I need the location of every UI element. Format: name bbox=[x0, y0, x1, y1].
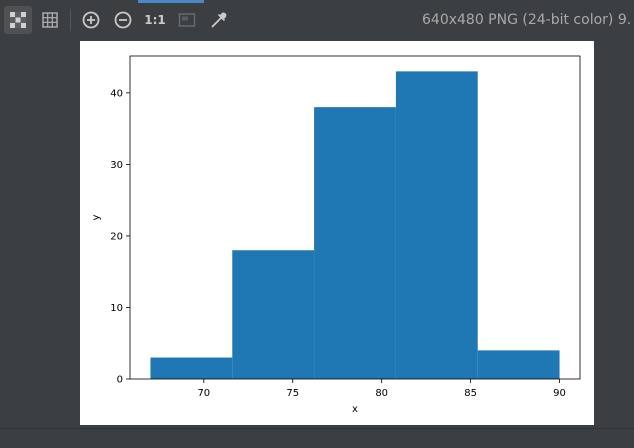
x-tick-label-90: 90 bbox=[553, 388, 566, 399]
zoom-out-button[interactable] bbox=[109, 6, 137, 34]
zoom-out-icon bbox=[114, 11, 132, 29]
image-canvas[interactable]: 70 75 80 85 90 0 10 20 30 40 x y bbox=[80, 41, 594, 425]
histogram-chart: 70 75 80 85 90 0 10 20 30 40 x y bbox=[91, 55, 581, 415]
color-picker-button[interactable] bbox=[205, 6, 233, 34]
zoom-in-icon bbox=[82, 11, 100, 29]
grid-icon bbox=[42, 12, 58, 28]
x-axis-label: x bbox=[352, 404, 358, 415]
status-bar bbox=[0, 428, 634, 448]
y-tick-label-20: 20 bbox=[110, 231, 123, 242]
histogram-bar-1 bbox=[232, 250, 315, 379]
checkerboard-toggle-button[interactable] bbox=[4, 6, 32, 34]
y-tick-label-30: 30 bbox=[110, 160, 123, 171]
actual-size-icon: 1:1 bbox=[144, 13, 166, 27]
y-tick-label-10: 10 bbox=[110, 303, 123, 314]
histogram-bar-3 bbox=[395, 71, 478, 379]
x-tick-label-70: 70 bbox=[197, 388, 210, 399]
fit-icon bbox=[178, 13, 196, 27]
active-tab-indicator bbox=[138, 0, 204, 3]
toolbar-separator bbox=[70, 9, 71, 31]
fit-to-window-button[interactable] bbox=[173, 6, 201, 34]
histogram-bar-4 bbox=[477, 350, 560, 379]
histogram-bar-0 bbox=[150, 357, 233, 379]
x-tick-label-80: 80 bbox=[375, 388, 388, 399]
y-axis-label: y bbox=[91, 214, 102, 220]
color-picker-icon bbox=[211, 12, 227, 28]
histogram-bar-2 bbox=[314, 107, 396, 380]
checkerboard-icon bbox=[10, 12, 26, 28]
y-tick-label-40: 40 bbox=[110, 88, 123, 99]
actual-size-button[interactable]: 1:1 bbox=[141, 6, 169, 34]
grid-toggle-button[interactable] bbox=[36, 6, 64, 34]
plot-frame bbox=[129, 55, 581, 380]
x-tick-label-85: 85 bbox=[464, 388, 477, 399]
zoom-in-button[interactable] bbox=[77, 6, 105, 34]
y-tick-label-0: 0 bbox=[117, 375, 123, 386]
image-info: 640x480 PNG (24-bit color) 9. bbox=[422, 12, 632, 28]
toolbar: 1:1 bbox=[0, 0, 634, 40]
x-tick-label-75: 75 bbox=[286, 388, 299, 399]
